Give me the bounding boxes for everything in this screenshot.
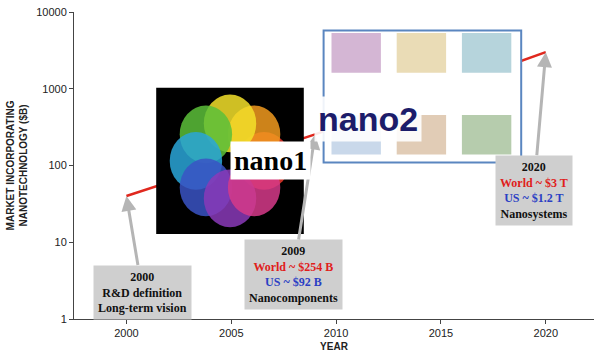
svg-text:2020: 2020 bbox=[534, 327, 558, 339]
svg-text:10: 10 bbox=[55, 236, 67, 248]
svg-text:MARKET INCORPORATINGNANOTECHNO: MARKET INCORPORATINGNANOTECHNOLOGY ($B) bbox=[5, 100, 29, 230]
svg-text:2015: 2015 bbox=[429, 327, 453, 339]
svg-text:2009World ~ $254 BUS ~ $92 BNa: 2009World ~ $254 BUS ~ $92 BNanocomponen… bbox=[249, 244, 338, 305]
svg-text:2020World ~ $3 TUS ~ $1.2 TNan: 2020World ~ $3 TUS ~ $1.2 TNanosystems bbox=[500, 160, 568, 221]
svg-text:10000: 10000 bbox=[36, 6, 67, 18]
svg-text:2000: 2000 bbox=[114, 327, 138, 339]
svg-text:nano1: nano1 bbox=[234, 145, 307, 176]
svg-text:nano2: nano2 bbox=[318, 100, 418, 138]
svg-text:2000R&D definitionLong-term vi: 2000R&D definitionLong-term vision bbox=[98, 270, 187, 315]
svg-text:1000: 1000 bbox=[42, 83, 66, 95]
svg-text:100: 100 bbox=[48, 159, 66, 171]
svg-text:1: 1 bbox=[61, 313, 67, 325]
svg-text:2005: 2005 bbox=[219, 327, 243, 339]
svg-text:2010: 2010 bbox=[324, 327, 348, 339]
svg-text:YEAR: YEAR bbox=[320, 341, 349, 352]
